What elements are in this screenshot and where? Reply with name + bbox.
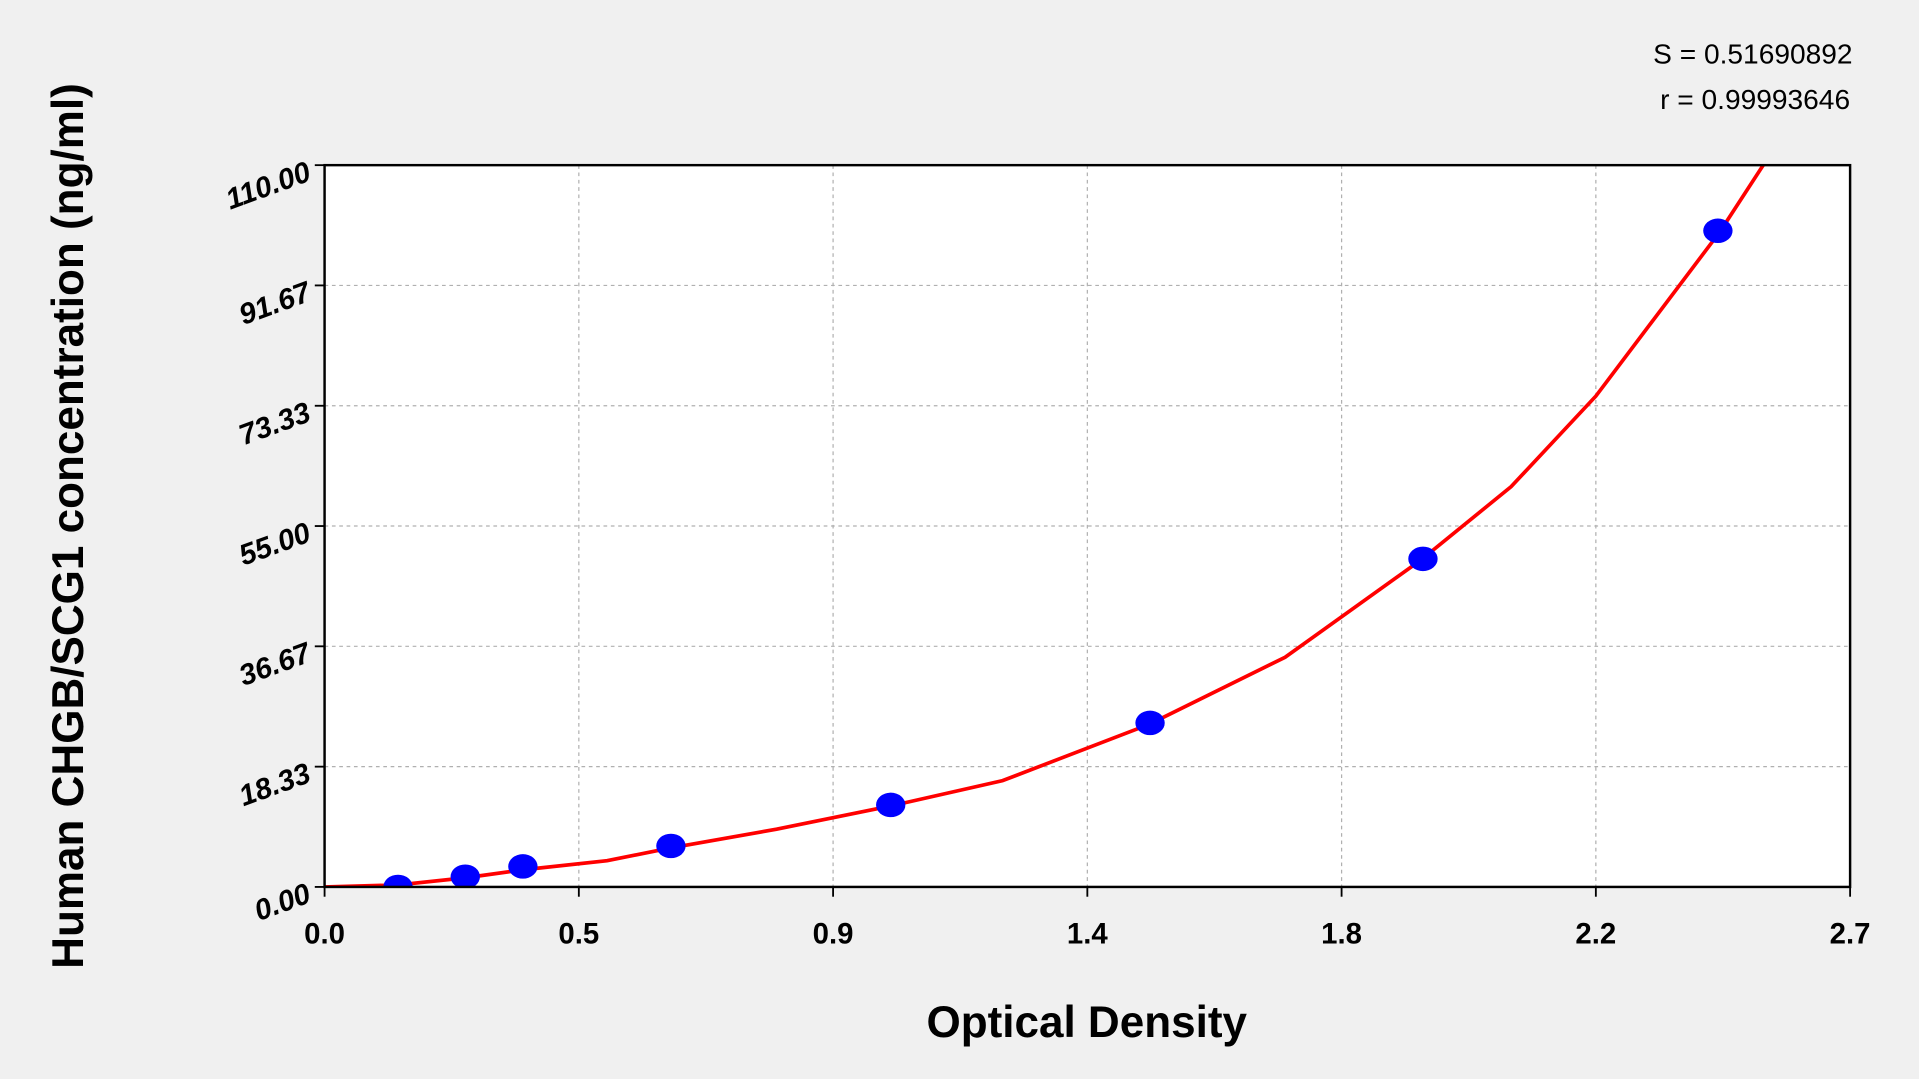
y-tick-label: 73.33 <box>235 396 315 452</box>
data-point <box>1703 218 1733 244</box>
annotation: S = 0.51690892 <box>1653 39 1852 70</box>
x-tick-label: 1.4 <box>1067 918 1108 951</box>
data-point <box>876 792 906 818</box>
x-tick-label: 0.9 <box>813 918 854 951</box>
x-axis-label: Optical Density <box>926 998 1247 1047</box>
x-tick-label: 0.0 <box>304 918 345 951</box>
x-tick-label: 1.8 <box>1321 918 1362 951</box>
annotation: r = 0.99993646 <box>1660 84 1850 115</box>
fit-curve <box>324 165 1766 887</box>
data-point <box>1135 710 1165 736</box>
y-tick-label: 36.67 <box>235 636 317 693</box>
y-tick-label: 55.00 <box>235 516 316 572</box>
data-point <box>1408 546 1438 572</box>
y-tick-label: 110.00 <box>221 155 315 216</box>
y-tick-label: 91.67 <box>235 275 317 332</box>
y-tick-label: 18.33 <box>235 757 315 813</box>
x-tick-label: 2.7 <box>1830 918 1871 951</box>
data-point <box>508 854 538 879</box>
data-point <box>450 864 480 887</box>
data-point <box>656 833 686 859</box>
data-point <box>383 874 413 887</box>
x-tick-label: 2.2 <box>1575 918 1616 951</box>
y-axis-label: Human CHGB/SCG1 concentration (ng/ml) <box>44 83 93 969</box>
x-tick-label: 0.5 <box>558 918 599 951</box>
